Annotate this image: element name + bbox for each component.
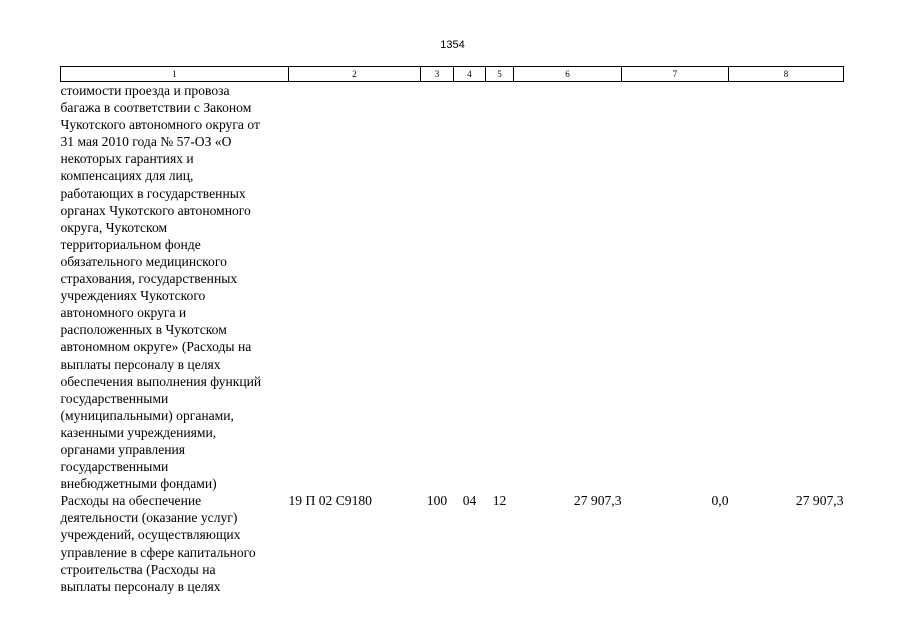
table-row: стоимости проезда и провоза багажа в соо… xyxy=(61,82,844,493)
row-col5 xyxy=(486,82,514,493)
row-description: Расходы на обеспечение деятельности (ока… xyxy=(60,493,256,594)
row-code xyxy=(289,82,421,493)
column-number-row: 1 2 3 4 5 6 7 8 xyxy=(60,66,844,82)
row-col8 xyxy=(729,82,844,493)
row-col7 xyxy=(622,82,729,493)
row-col3: 100 xyxy=(426,493,448,509)
table-row: Расходы на обеспечение деятельности (ока… xyxy=(61,492,844,595)
row-col5: 12 xyxy=(492,493,507,509)
column-header-7: 7 xyxy=(621,66,729,82)
column-header-3: 3 xyxy=(420,66,454,82)
budget-table: 1 2 3 4 5 6 7 8 стоимости проезда и пров… xyxy=(60,66,844,595)
page-number: 1354 xyxy=(440,39,465,51)
row-col6 xyxy=(514,82,622,493)
column-header-6: 6 xyxy=(513,66,622,82)
column-header-8: 8 xyxy=(728,66,844,82)
row-col8: 27 907,3 xyxy=(795,493,844,509)
column-header-1: 1 xyxy=(60,66,289,82)
row-description: стоимости проезда и провоза багажа в соо… xyxy=(60,83,262,492)
row-code: 19 П 02 С9180 xyxy=(288,493,372,509)
row-col6: 27 907,3 xyxy=(573,493,622,509)
column-header-4: 4 xyxy=(453,66,486,82)
row-col4 xyxy=(454,82,486,493)
column-header-5: 5 xyxy=(485,66,514,82)
column-header-2: 2 xyxy=(288,66,421,82)
row-col4: 04 xyxy=(462,493,477,509)
row-col7: 0,0 xyxy=(711,493,729,509)
row-col3 xyxy=(421,82,454,493)
